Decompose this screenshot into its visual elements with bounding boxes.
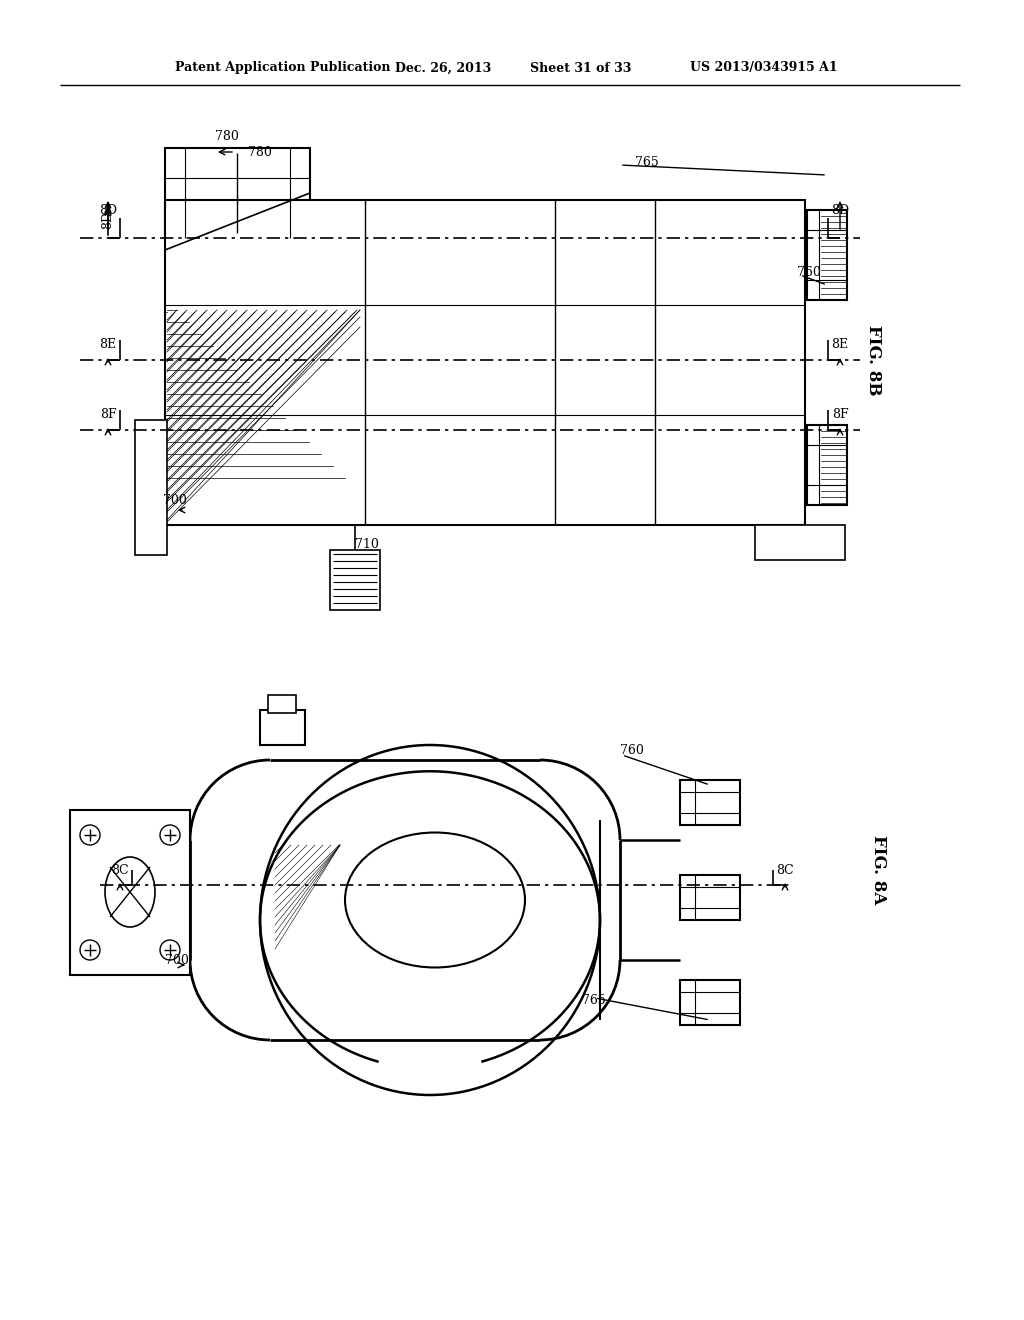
Bar	[330, 550, 380, 610]
Bar	[260, 710, 305, 744]
Bar	[680, 780, 740, 825]
Text: 8C: 8C	[776, 863, 794, 876]
Text: 8E: 8E	[831, 338, 849, 351]
Text: 8E: 8E	[99, 338, 117, 351]
Text: 8C: 8C	[112, 863, 129, 876]
Text: Dec. 26, 2013: Dec. 26, 2013	[395, 62, 492, 74]
Text: 760: 760	[797, 265, 821, 279]
Bar	[165, 148, 310, 238]
Bar	[135, 420, 167, 554]
Text: 700: 700	[163, 494, 186, 507]
Text: Patent Application Publication: Patent Application Publication	[175, 62, 390, 74]
Bar	[70, 810, 190, 975]
Bar	[165, 201, 805, 525]
Text: 710: 710	[355, 539, 379, 552]
Bar	[680, 875, 740, 920]
Bar	[807, 425, 847, 506]
Text: 780: 780	[215, 131, 239, 144]
Bar	[680, 979, 740, 1026]
Text: 8D: 8D	[101, 211, 115, 230]
Text: US 2013/0343915 A1: US 2013/0343915 A1	[690, 62, 838, 74]
Text: 760: 760	[620, 743, 644, 756]
Text: 8D: 8D	[99, 203, 117, 216]
Text: 8D: 8D	[830, 203, 849, 216]
Text: 765: 765	[635, 157, 658, 169]
Text: 8F: 8F	[99, 408, 117, 421]
Text: 8F: 8F	[831, 408, 848, 421]
Text: FIG. 8A: FIG. 8A	[870, 836, 887, 904]
Text: 700: 700	[165, 953, 188, 966]
Bar	[268, 696, 296, 713]
Text: 780: 780	[248, 145, 272, 158]
Bar	[755, 525, 845, 560]
Text: Sheet 31 of 33: Sheet 31 of 33	[530, 62, 632, 74]
Text: 765: 765	[582, 994, 606, 1006]
Text: FIG. 8B: FIG. 8B	[865, 325, 882, 395]
Bar	[807, 210, 847, 300]
